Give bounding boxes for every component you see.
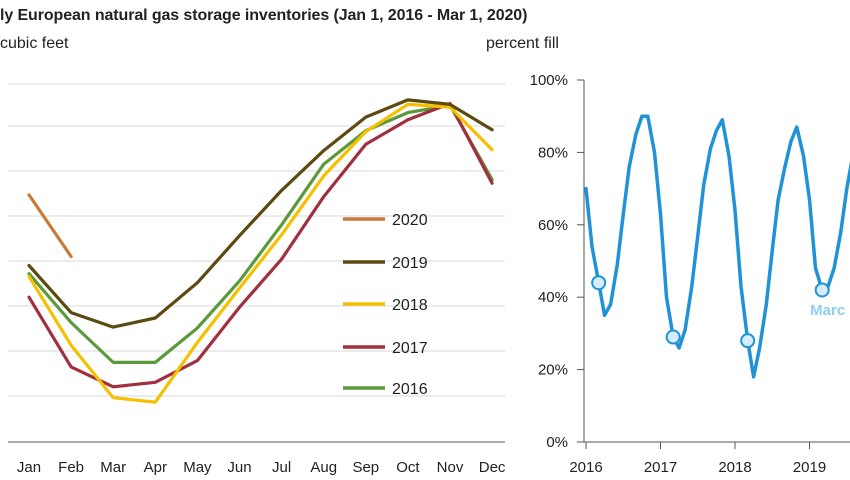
left-x-tick-label-oct: Oct [396,459,420,476]
series-line-2016 [27,103,494,364]
march-marker-1 [665,329,681,345]
right-y-tick-label-0: 0% [546,434,568,451]
march-marker-2 [740,333,756,349]
left-x-tick-label-aug: Aug [310,459,337,476]
left-x-tick-label-feb: Feb [58,459,84,476]
march-annotation: Marc [810,302,845,319]
left-x-tick-label-dec: Dec [479,459,506,476]
left-x-tick-label-mar: Mar [100,459,126,476]
left-x-tick-label-nov: Nov [437,459,464,476]
series-line-2019 [27,98,494,329]
legend-label-2016: 2016 [392,381,428,398]
legend-label-2017: 2017 [392,340,428,357]
right-y-tick-label-5: 100% [530,72,568,89]
right-y-tick-label-1: 20% [538,362,568,379]
chart-title: ly European natural gas storage inventor… [0,7,528,24]
percent-fill-chart: 0% 20% 40% 60% 80% 100% 2016 2017 2018 2019 Marc [530,72,850,476]
legend-label-2020: 2020 [392,212,428,229]
left-x-tick-label-jul: Jul [272,459,291,476]
series-line-2018 [27,102,494,404]
legend-label-2018: 2018 [392,297,428,314]
right-y-tick-label-4: 80% [538,144,568,161]
series-line-2017 [27,101,494,389]
left-x-tick-label-jan: Jan [17,459,41,476]
right-x-tick-label-2017: 2017 [644,459,677,476]
percent-fill-line [584,114,850,379]
left-x-tick-label-jun: Jun [227,459,251,476]
legend-label-2019: 2019 [392,255,428,272]
march-marker-0 [591,275,607,291]
right-y-tick-label-2: 40% [538,289,568,306]
left-chart-unit-label: cubic feet [0,35,69,52]
left-x-tick-label-sep: Sep [352,459,379,476]
right-y-tick-label-3: 60% [538,217,568,234]
left-x-tick-label-apr: Apr [144,459,167,476]
right-x-tick-label-2019: 2019 [793,459,826,476]
right-x-tick-label-2018: 2018 [718,459,751,476]
right-x-tick-label-2016: 2016 [569,459,602,476]
march-marker-3 [814,282,830,298]
left-x-tick-label-may: May [183,459,212,476]
series-line-2020 [27,193,73,259]
monthly-storage-chart: Jan Feb Mar Apr May Jun Jul Aug Sep Oct Nov Dec 2020… [8,83,506,476]
right-chart-unit-label: percent fill [486,35,559,52]
